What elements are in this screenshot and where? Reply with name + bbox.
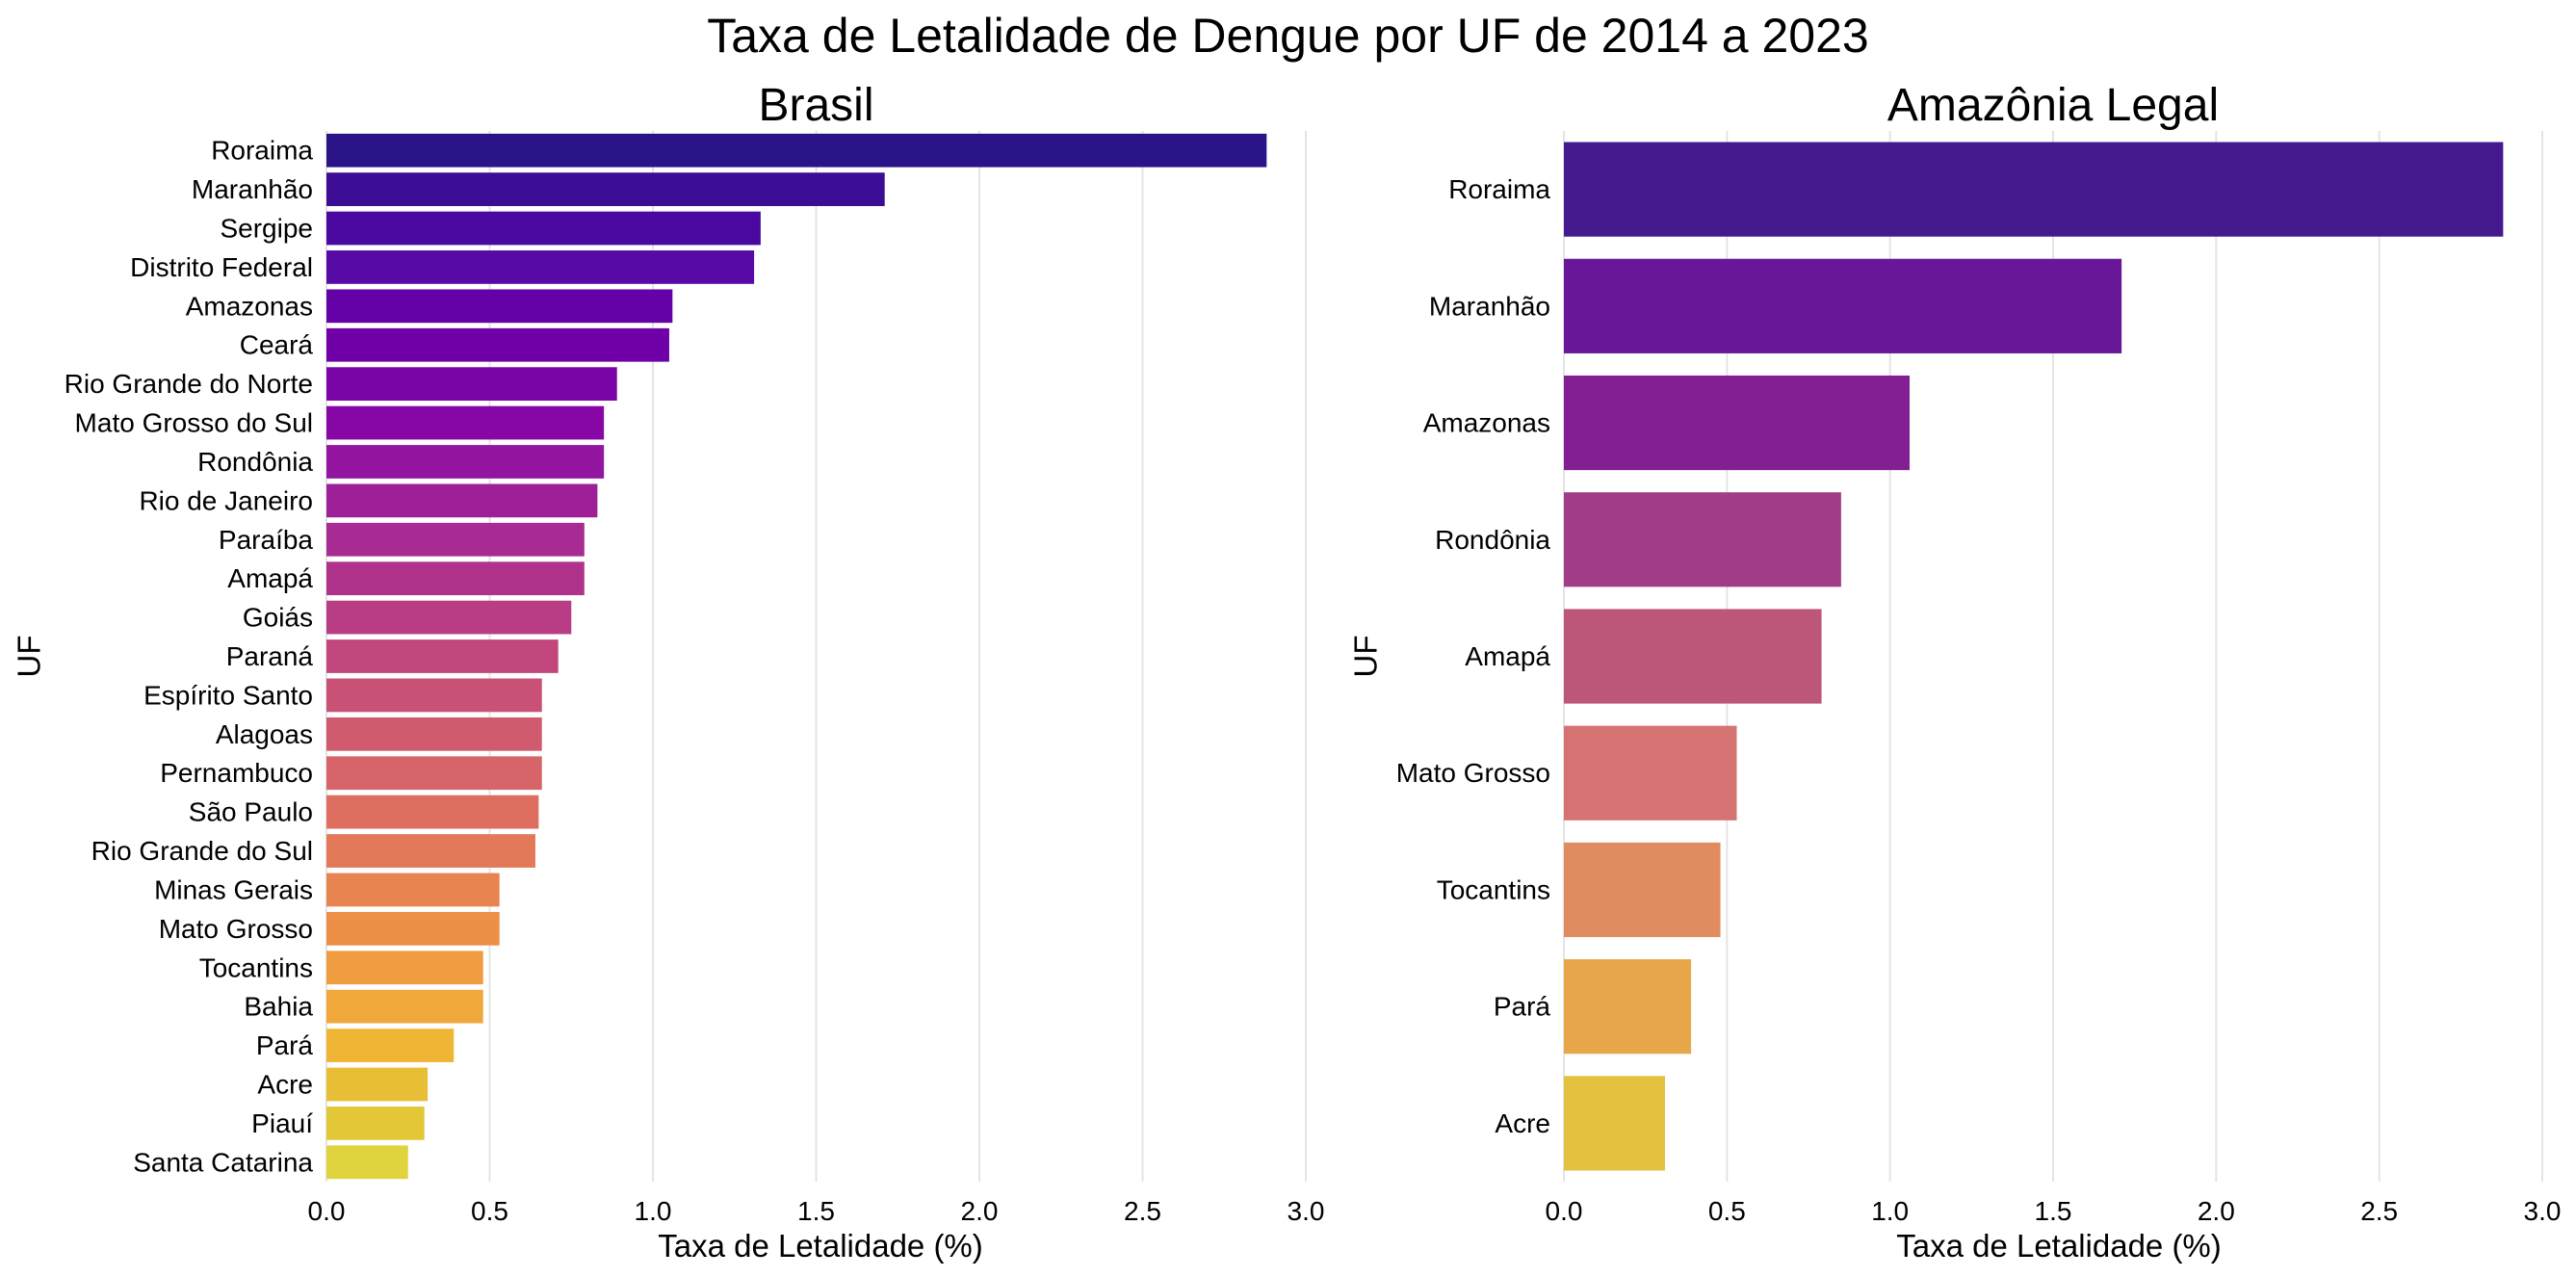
tick-label-y-roraima: Roraima [211, 136, 313, 166]
tick-label-x-1-5: 1.5 [2035, 1196, 2072, 1226]
bar-amapa [1564, 609, 1822, 704]
bar-maranhao [326, 172, 885, 206]
tick-label-x-0-5: 0.5 [471, 1196, 508, 1226]
bar-alagoas [326, 717, 542, 751]
tick-label-y-parana: Paraná [226, 641, 314, 671]
y-axis-label: UF [12, 636, 47, 678]
tick-label-y-amapa: Amapá [1465, 641, 1550, 671]
bar-para [326, 1029, 455, 1062]
tick-label-x-2-5: 2.5 [1124, 1196, 1161, 1226]
tick-label-x-0-0: 0.0 [308, 1196, 346, 1226]
bar-sao-paulo [326, 795, 539, 829]
bar-tocantins [1564, 842, 1721, 938]
tick-label-x-2-0: 2.0 [2198, 1196, 2235, 1226]
tick-label-x-0-5: 0.5 [1708, 1196, 1746, 1226]
tick-label-y-rondonia: Rondônia [1435, 525, 1550, 555]
bar-pernambuco [326, 756, 542, 791]
tick-label-y-santa-catarina: Santa Catarina [133, 1147, 313, 1177]
tick-label-x-3-0: 3.0 [2524, 1196, 2562, 1226]
bar-paraiba [326, 522, 585, 557]
bar-santa-catarina [326, 1145, 408, 1180]
tick-label-y-rio-grande-do-sul: Rio Grande do Sul [91, 836, 313, 866]
tick-label-y-mato-grosso: Mato Grosso [159, 914, 313, 944]
bar-ceara [326, 327, 669, 362]
axes-title: Amazônia Legal [1887, 80, 2219, 131]
tick-label-y-amazonas: Amazonas [186, 291, 313, 321]
bar-rio-grande-do-sul [326, 834, 535, 868]
tick-label-x-3-0: 3.0 [1288, 1196, 1325, 1226]
tick-label-y-espirito-santo: Espírito Santo [143, 680, 313, 710]
tick-label-y-amapa: Amapá [227, 563, 313, 593]
bar-parana [326, 639, 559, 673]
tick-label-y-roraima: Roraima [1448, 174, 1550, 204]
bar-minas-gerais [326, 873, 500, 907]
tick-label-x-1-0: 1.0 [635, 1196, 672, 1226]
bar-acre [326, 1067, 429, 1102]
tick-label-y-piaui: Piauí [251, 1108, 313, 1138]
tick-label-y-maranhao: Maranhão [1429, 291, 1550, 321]
x-axis-label: Taxa de Letalidade (%) [1896, 1228, 2222, 1264]
bar-goias [326, 600, 572, 635]
tick-label-y-amazonas: Amazonas [1423, 408, 1550, 438]
bar-rondonia [326, 445, 605, 479]
tick-label-x-2-5: 2.5 [2360, 1196, 2398, 1226]
tick-label-y-para: Pará [1494, 992, 1551, 1022]
bar-piaui [326, 1107, 425, 1140]
bar-rio-grande-do-norte [326, 367, 617, 402]
bar-mato-grosso-do-sul [326, 405, 605, 440]
tick-label-y-goias: Goiás [243, 603, 313, 633]
tick-label-y-mato-grosso-do-sul: Mato Grosso do Sul [75, 408, 313, 438]
bar-maranhao [1564, 258, 2122, 353]
tick-label-y-mato-grosso: Mato Grosso [1396, 758, 1550, 788]
tick-label-y-sergipe: Sergipe [220, 214, 313, 244]
bar-espirito-santo [326, 678, 542, 713]
tick-label-y-rio-de-janeiro: Rio de Janeiro [139, 485, 313, 515]
tick-label-y-rondonia: Rondônia [197, 447, 313, 477]
tick-label-y-ceara: Ceará [240, 330, 314, 360]
tick-label-y-paraiba: Paraíba [219, 525, 313, 555]
tick-label-y-distrito-federal: Distrito Federal [130, 252, 313, 282]
tick-label-y-alagoas: Alagoas [216, 719, 313, 749]
bar-tocantins [326, 951, 483, 985]
bar-roraima [326, 133, 1267, 168]
bar-sergipe [326, 211, 761, 246]
axes-title: Brasil [758, 80, 873, 131]
x-axis-label: Taxa de Letalidade (%) [658, 1228, 983, 1264]
bar-rio-de-janeiro [326, 483, 598, 518]
bar-acre [1564, 1076, 1665, 1171]
bar-mato-grosso [326, 911, 500, 946]
tick-label-x-1-5: 1.5 [797, 1196, 835, 1226]
tick-label-x-1-0: 1.0 [1871, 1196, 1909, 1226]
bar-amazonas [326, 289, 673, 324]
bar-mato-grosso [1564, 725, 1737, 821]
bar-bahia [326, 989, 483, 1024]
tick-label-y-acre: Acre [1495, 1108, 1550, 1138]
tick-label-y-tocantins: Tocantins [1437, 874, 1550, 904]
tick-label-y-rio-grande-do-norte: Rio Grande do Norte [65, 369, 313, 399]
bar-roraima [1564, 142, 2504, 237]
tick-label-x-0-0: 0.0 [1546, 1196, 1583, 1226]
figure-title: Taxa de Letalidade de Dengue por UF de 2… [707, 9, 1869, 63]
y-axis-label: UF [1348, 636, 1384, 678]
bar-amazonas [1564, 375, 1910, 471]
tick-label-y-minas-gerais: Minas Gerais [154, 874, 313, 904]
tick-label-y-acre: Acre [257, 1069, 313, 1099]
tick-label-y-maranhao: Maranhão [192, 174, 313, 204]
tick-label-y-bahia: Bahia [244, 992, 313, 1022]
tick-label-y-sao-paulo: São Paulo [189, 797, 313, 827]
tick-label-x-2-0: 2.0 [961, 1196, 999, 1226]
tick-label-y-pernambuco: Pernambuco [160, 758, 313, 788]
tick-label-y-para: Pará [256, 1030, 314, 1060]
tick-label-y-tocantins: Tocantins [199, 952, 313, 982]
bar-para [1564, 959, 1692, 1055]
bar-rondonia [1564, 492, 1841, 587]
bar-amapa [326, 561, 585, 596]
bar-distrito-federal [326, 250, 755, 284]
